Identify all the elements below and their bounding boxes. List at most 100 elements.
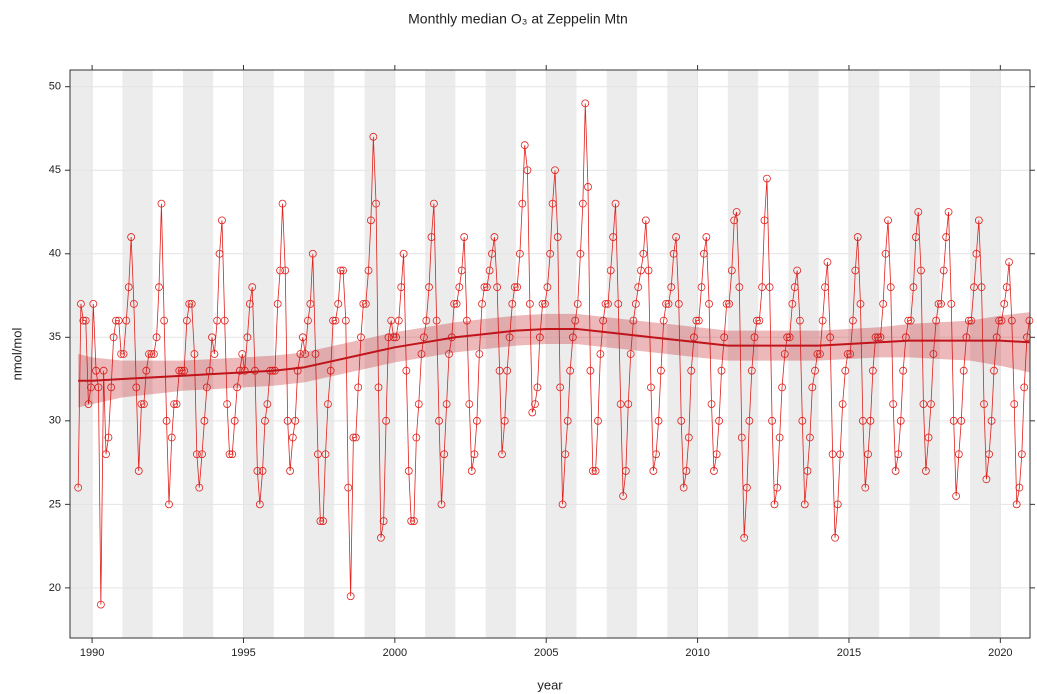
year-stripe <box>546 70 577 638</box>
data-point <box>399 249 408 258</box>
data-point <box>573 299 582 308</box>
data-point <box>753 316 761 325</box>
data-point <box>223 400 232 409</box>
data-point <box>104 433 113 442</box>
data-point <box>879 299 888 308</box>
data-point <box>937 299 945 308</box>
data-point <box>89 299 98 308</box>
data-point <box>755 316 764 325</box>
data-point <box>472 416 481 425</box>
data-point <box>717 366 726 375</box>
data-point <box>631 299 640 308</box>
data-point <box>763 174 771 183</box>
data-point <box>939 266 948 275</box>
data-point <box>546 249 555 258</box>
year-stripe <box>243 70 274 638</box>
data-point <box>957 416 966 425</box>
data-point <box>326 366 335 375</box>
data-point <box>712 450 721 459</box>
data-point <box>276 266 285 275</box>
data-point <box>84 400 93 409</box>
data-point <box>490 233 499 241</box>
data-point <box>987 416 996 425</box>
data-point <box>831 533 839 542</box>
data-point <box>455 283 464 292</box>
data-point <box>662 299 671 308</box>
data-point <box>500 416 509 425</box>
data-point <box>304 316 312 325</box>
data-point <box>465 400 474 409</box>
data-point <box>139 400 148 409</box>
data-point <box>374 383 383 392</box>
data-point <box>584 183 592 191</box>
data-point <box>657 366 665 375</box>
year-stripe <box>606 70 638 638</box>
data-point <box>172 400 181 409</box>
data-point <box>725 299 733 308</box>
data-point <box>932 316 941 325</box>
data-point <box>934 299 943 308</box>
data-point <box>576 249 585 258</box>
data-point <box>700 249 708 258</box>
data-point <box>165 500 173 509</box>
data-point <box>450 299 459 308</box>
data-point <box>467 467 476 475</box>
data-point <box>828 450 837 459</box>
data-point <box>76 299 85 308</box>
data-point <box>155 283 163 292</box>
data-point <box>258 467 267 475</box>
data-point <box>482 283 491 292</box>
data-point <box>687 366 696 375</box>
data-point <box>952 492 961 500</box>
data-point <box>346 592 355 601</box>
data-point <box>639 249 648 258</box>
data-point <box>296 350 305 358</box>
data-point <box>278 199 287 208</box>
data-point <box>420 333 428 342</box>
data-point <box>230 416 239 425</box>
data-point <box>732 208 741 216</box>
data-point <box>629 316 638 325</box>
data-point <box>1010 400 1019 409</box>
data-point <box>281 266 290 275</box>
data-point <box>715 416 723 425</box>
data-point <box>314 450 322 459</box>
data-point <box>985 450 994 459</box>
data-point <box>964 316 973 325</box>
data-point <box>324 400 332 409</box>
data-point <box>202 383 211 392</box>
data-point <box>609 233 618 241</box>
data-point <box>538 299 547 308</box>
data-point <box>117 350 126 358</box>
data-point <box>162 416 171 425</box>
confidence-band <box>78 312 1030 408</box>
data-point <box>523 166 532 175</box>
data-point <box>213 316 222 325</box>
data-point <box>604 299 612 308</box>
data-point <box>495 366 504 375</box>
data-point <box>571 316 580 325</box>
data-point <box>838 400 847 409</box>
data-point <box>768 416 776 425</box>
data-point <box>240 366 249 375</box>
data-point <box>886 283 895 292</box>
data-point <box>684 433 693 442</box>
data-point <box>81 316 90 325</box>
data-point <box>974 216 983 225</box>
data-point <box>190 350 199 358</box>
data-point <box>929 350 938 358</box>
data-point <box>917 266 925 275</box>
data-point <box>543 283 552 292</box>
data-point <box>228 450 237 459</box>
data-point <box>707 400 716 409</box>
data-point <box>170 400 179 409</box>
data-point <box>417 350 426 358</box>
data-point <box>233 383 242 392</box>
data-point <box>372 199 380 208</box>
data-point <box>99 366 108 375</box>
data-point <box>1005 258 1014 267</box>
year-stripe <box>70 70 93 638</box>
data-point <box>255 500 264 509</box>
data-point <box>889 400 898 409</box>
year-stripe <box>485 70 516 638</box>
